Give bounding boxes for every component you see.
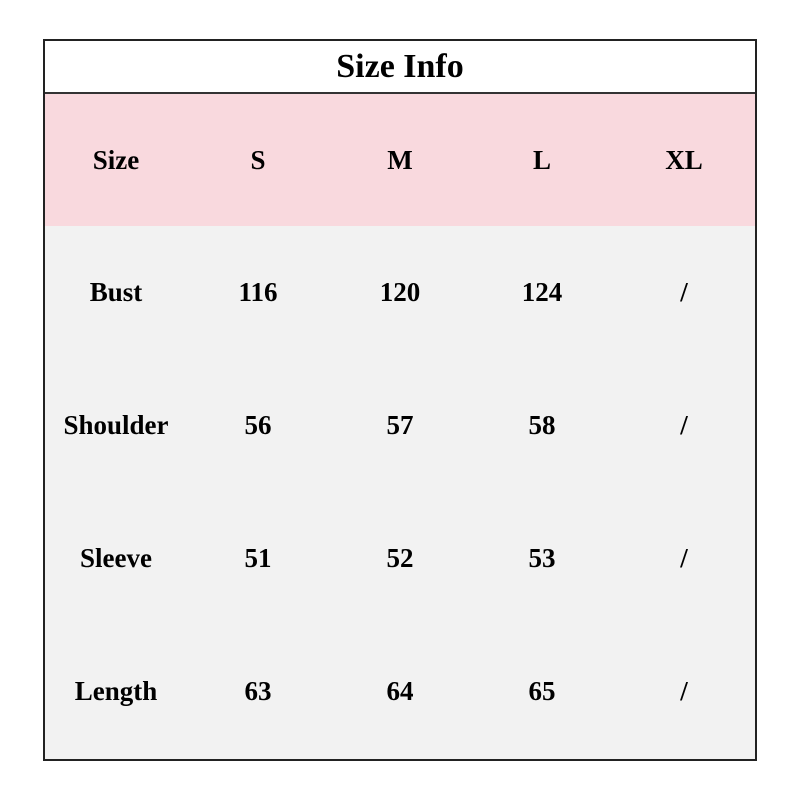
table-cell: 65 <box>528 676 556 706</box>
table-cell: 120 <box>379 277 421 307</box>
table-cell: 58 <box>528 410 556 440</box>
size-chart-table: Size Info Size S M L XL Bust 116 120 124/Sh… <box>43 39 757 761</box>
table-cell: / <box>680 676 688 706</box>
table-cell: 51 <box>244 543 272 573</box>
table-cell: 116 <box>238 277 278 307</box>
table-cell: 56 <box>244 410 272 440</box>
table-cell: 64 <box>386 676 414 706</box>
table-row: Length 63 64 65 / <box>45 625 755 758</box>
header-cell: XL <box>665 144 703 175</box>
table-cell: 63 <box>244 676 272 706</box>
header-cell: Size <box>92 144 140 175</box>
row-label: Sleeve <box>80 543 152 573</box>
row-label: Bust <box>89 277 143 307</box>
table-row: Bust 116 120 124 / <box>45 226 755 359</box>
table-row: Shoulder 56 57 58 / <box>45 359 755 492</box>
table-cell: 52 <box>386 543 414 573</box>
table-row: Sleeve 51 52 53 / <box>45 492 755 625</box>
header-cell: L <box>532 144 551 175</box>
table-title: Size Info <box>45 41 755 94</box>
header-cell: S <box>250 144 266 175</box>
table-cell: / <box>680 543 688 573</box>
header-cell: M <box>387 144 413 175</box>
table-cell: 57 <box>386 410 414 440</box>
table-cell: / <box>680 277 688 307</box>
row-label: Length <box>74 676 158 706</box>
row-label: Shoulder <box>63 410 169 440</box>
table-cell: 53 <box>528 543 556 573</box>
table-cell: / <box>680 410 688 440</box>
table-cell: 124 <box>521 277 563 307</box>
header-row: Size S M L XL <box>45 94 755 226</box>
